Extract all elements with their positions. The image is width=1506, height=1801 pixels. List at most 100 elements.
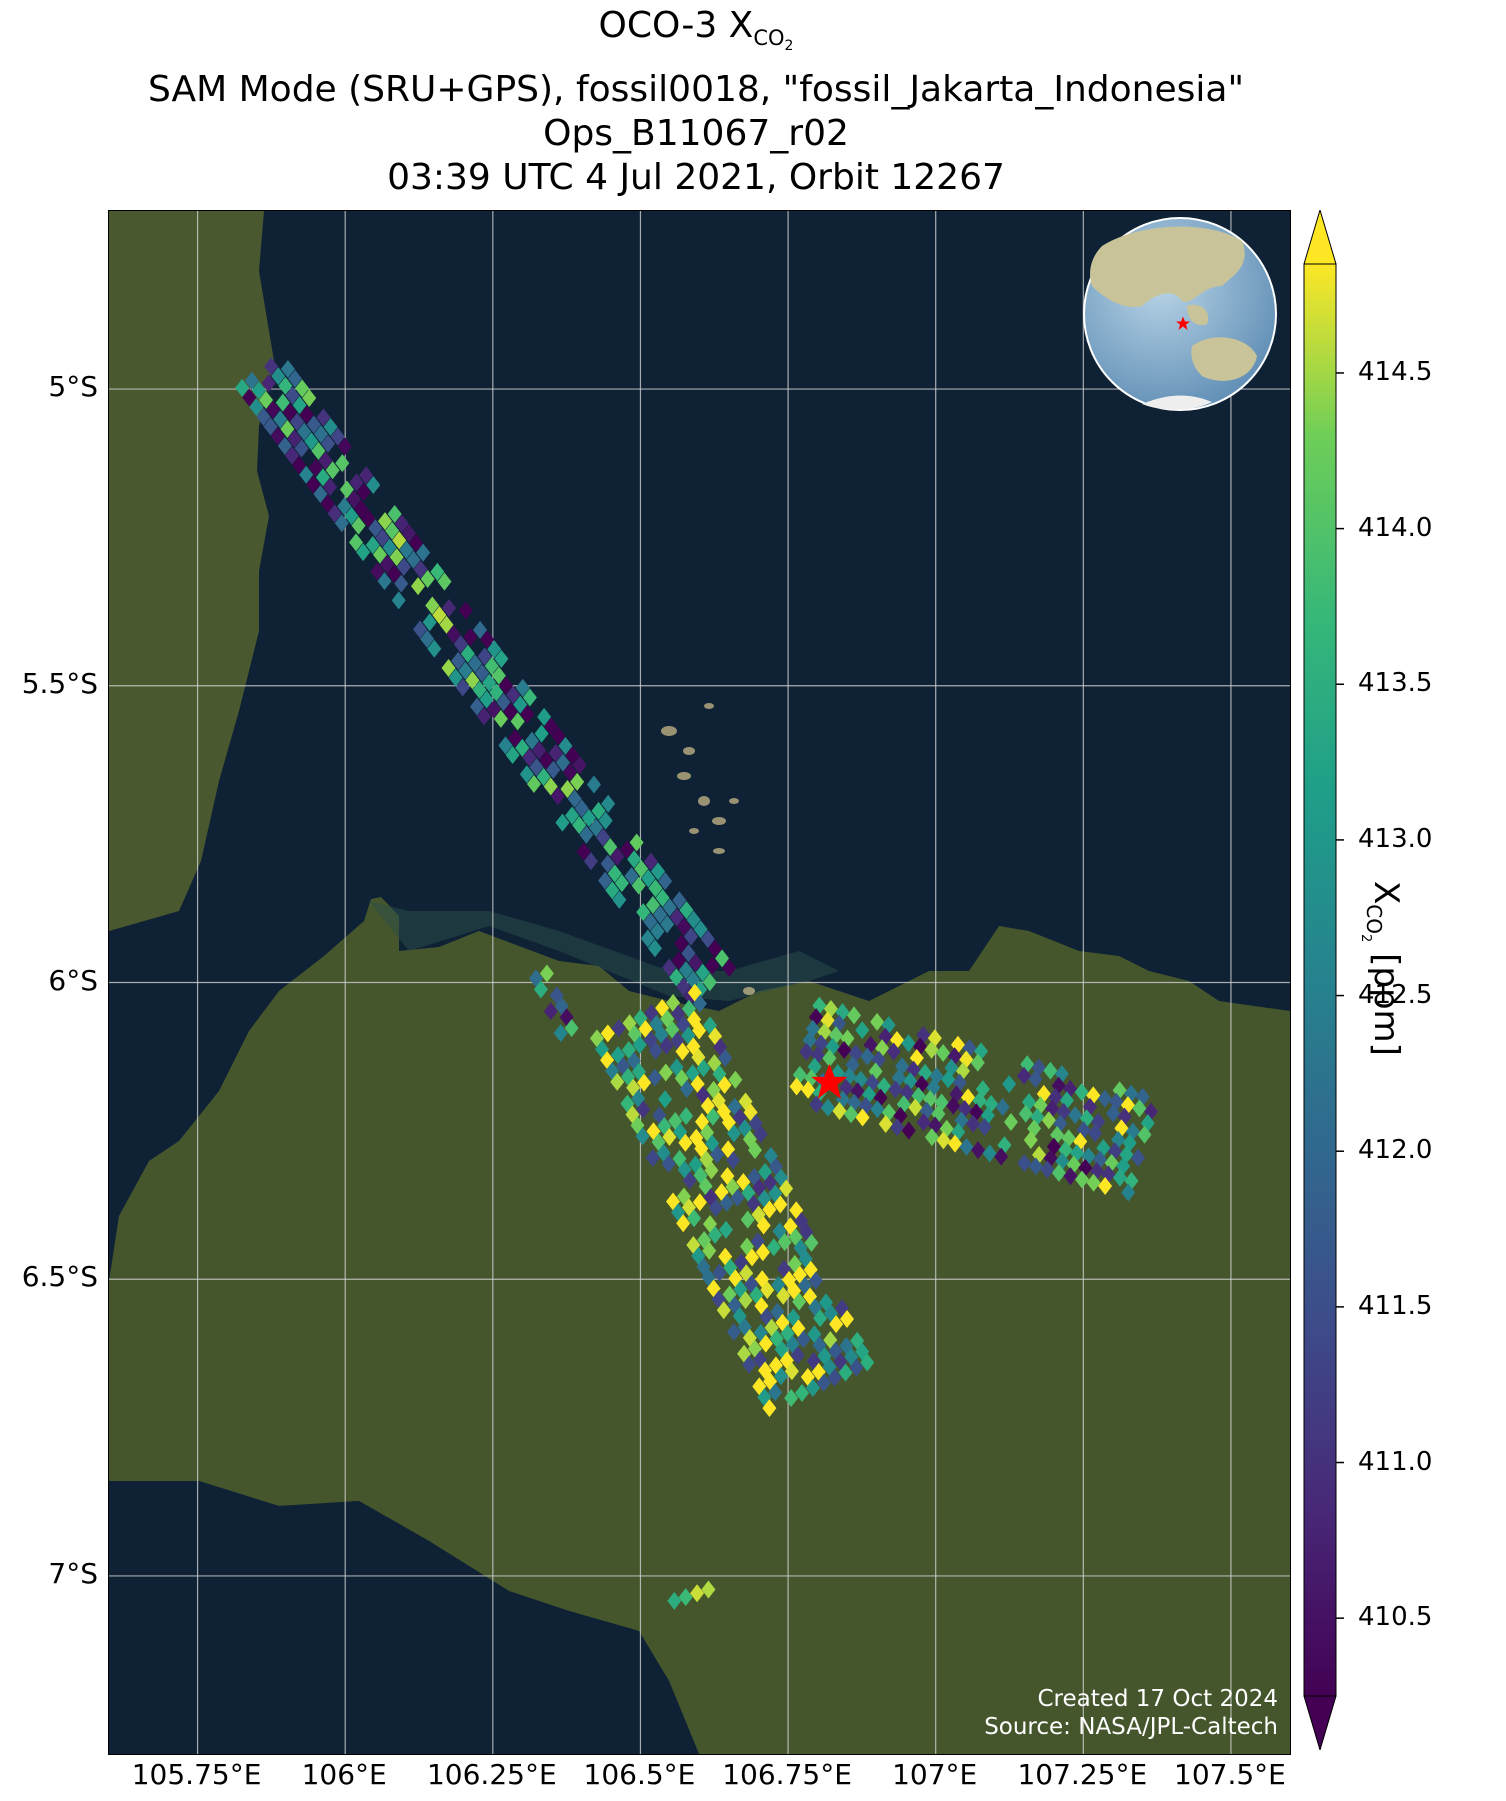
xco2-sounding-pixel [522, 748, 537, 767]
xco2-sounding-pixel [1097, 1089, 1112, 1108]
xco2-sounding-pixel [427, 639, 442, 658]
xco2-sounding-pixel [941, 1070, 956, 1089]
xco2-sounding-pixel [475, 664, 490, 683]
java-land [109, 897, 1290, 1754]
xco2-sounding-pixel [881, 1103, 896, 1122]
lon-tick-label: 107.5°E [1174, 1758, 1286, 1791]
xco2-sounding-pixel [1073, 1132, 1088, 1151]
xco2-sounding-pixel [681, 944, 696, 963]
xco2-sounding-pixel [304, 432, 319, 451]
xco2-sounding-pixel [760, 1280, 775, 1299]
xco2-sounding-pixel [768, 1157, 783, 1176]
lon-tick-label: 106.75°E [722, 1758, 852, 1791]
xco2-sounding-pixel [661, 1154, 676, 1173]
xco2-sounding-pixel [1040, 1160, 1055, 1179]
title-main: OCO-3 X [598, 5, 754, 46]
xco2-sounding-pixel [505, 745, 520, 764]
xco2-sounding-pixel [446, 625, 461, 644]
map-title: OCO-3 XCO2 SAM Mode (SRU+GPS), fossil001… [0, 4, 1392, 200]
xco2-sounding-pixel [766, 1238, 781, 1257]
xco2-sounding-pixel [634, 859, 649, 878]
xco2-sounding-pixel [261, 374, 276, 393]
xco2-sounding-pixel [838, 1363, 853, 1382]
xco2-sounding-pixel [482, 673, 497, 692]
colorbar-tick-label: 411.0 [1358, 1446, 1433, 1477]
xco2-sounding-pixel [515, 678, 530, 697]
southern-bay [109, 1481, 699, 1754]
xco2-sounding-pixel [558, 736, 573, 755]
map-panel[interactable]: Created 17 Oct 2024 Source: NASA/JPL-Cal… [108, 210, 1291, 1755]
xco2-sounding-pixel [337, 497, 352, 516]
xco2-sounding-pixel [603, 838, 618, 857]
xco2-sounding-pixel [359, 466, 374, 485]
xco2-sounding-pixel [741, 1183, 756, 1202]
xco2-sounding-pixel [677, 1160, 692, 1179]
xco2-sounding-pixel [693, 920, 708, 939]
xco2-sounding-pixel [900, 1083, 915, 1102]
xco2-sounding-pixel [544, 717, 559, 736]
lat-tick-label: 5°S [48, 370, 98, 404]
xco2-sounding-pixel [696, 1059, 711, 1078]
xco2-sounding-pixel [773, 1195, 788, 1214]
xco2-sounding-pixel [325, 461, 340, 480]
colorbar-tick-label: 411.5 [1358, 1290, 1433, 1321]
xco2-sounding-pixel [718, 1048, 733, 1067]
xco2-sounding-pixel [712, 1263, 727, 1282]
xco2-sounding-pixel [740, 1210, 755, 1229]
lat-tick-label: 6.5°S [21, 1260, 98, 1294]
xco2-sounding-pixel [671, 951, 686, 970]
title-sub2: 2 [784, 38, 794, 55]
xco2-sounding-pixel [391, 591, 406, 610]
xco2-sounding-pixel [707, 939, 722, 958]
xco2-sounding-pixel [672, 891, 687, 910]
xco2-sounding-pixel [1002, 1075, 1017, 1094]
xco2-sounding-pixel [259, 391, 274, 410]
xco2-sounding-pixel [873, 1088, 888, 1107]
xco2-sounding-pixel [959, 1050, 974, 1069]
xco2-sounding-pixel [292, 456, 307, 475]
xco2-sounding-pixel [669, 968, 684, 987]
xco2-sounding-pixel [784, 1389, 799, 1408]
xco2-sounding-pixel [936, 1131, 951, 1150]
xco2-sounding-pixel [546, 760, 561, 779]
xco2-sounding-pixel [484, 656, 499, 675]
xco2-sounding-pixel [804, 1233, 819, 1252]
xco2-sounding-pixel [576, 842, 591, 861]
xco2-sounding-pixel [692, 1021, 707, 1040]
xco2-sounding-pixel [840, 1029, 855, 1048]
xco2-sounding-pixel [726, 1323, 741, 1342]
xco2-sounding-pixel [848, 1044, 863, 1063]
colorbar-tick-label: 410.5 [1358, 1602, 1433, 1633]
xco2-sounding-pixel [294, 439, 309, 458]
xco2-sounding-pixel [651, 862, 666, 881]
xco2-sounding-pixel [813, 1309, 828, 1328]
xco2-sounding-pixel [970, 1053, 985, 1072]
xco2-sounding-pixel [648, 879, 663, 898]
lon-tick-label: 106°E [301, 1758, 387, 1791]
xco2-sounding-pixel [366, 475, 381, 494]
xco2-sounding-pixel [614, 874, 629, 893]
xco2-sounding-pixel [555, 813, 570, 832]
lat-tick-label: 6°S [48, 963, 98, 997]
xco2-sounding-pixel [703, 1188, 718, 1207]
xco2-sounding-pixel [949, 1085, 964, 1104]
xco2-sounding-pixel [799, 1042, 814, 1061]
xco2-sounding-pixel [313, 425, 328, 444]
xco2-sounding-pixel [701, 1580, 716, 1599]
xco2-sounding-pixel [581, 809, 596, 828]
xco2-sounding-pixel [658, 1063, 673, 1082]
xco2-sounding-pixel [588, 818, 603, 837]
sumatra-land [109, 211, 274, 931]
xco2-sounding-pixel [805, 1378, 820, 1397]
xco2-sounding-pixel [271, 367, 286, 386]
xco2-sounding-pixel [700, 930, 715, 949]
xco2-sounding-pixel [669, 908, 684, 927]
title-time: 03:39 UTC 4 Jul 2021, Orbit 12267 [387, 157, 1005, 199]
xco2-sounding-pixel [730, 1188, 745, 1207]
xco2-sounding-pixel [401, 524, 416, 543]
xco2-sounding-pixel [533, 980, 548, 999]
globe-asia [1090, 226, 1245, 307]
xco2-sounding-pixel [441, 659, 456, 678]
xco2-sounding-pixel [382, 538, 397, 557]
xco2-sounding-pixel [396, 557, 411, 576]
